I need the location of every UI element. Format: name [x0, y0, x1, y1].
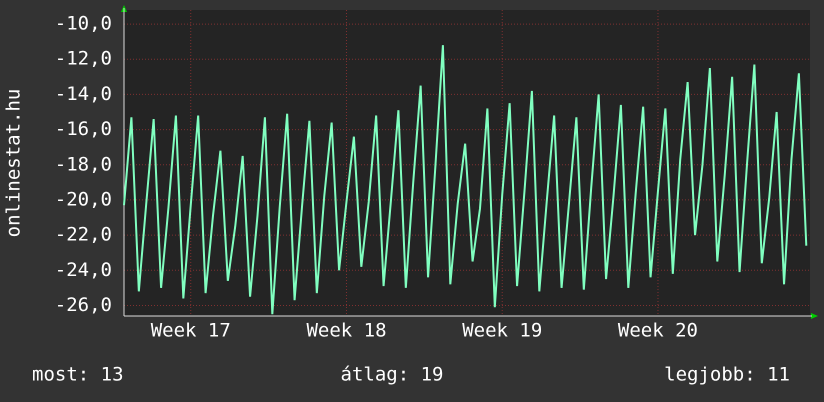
footer-current: most: 13 [32, 364, 124, 386]
y-tick-label: -22,0 [55, 224, 112, 246]
y-tick-label: -14,0 [55, 83, 112, 105]
x-axis-arrow [811, 313, 818, 319]
x-tick-label: Week 19 [462, 320, 542, 342]
footer-best: legjobb: 11 [664, 364, 790, 386]
data-line [123, 45, 808, 315]
y-tick-label: -12,0 [55, 48, 112, 70]
x-tick-label: Week 20 [618, 320, 698, 342]
y-axis-label: onlinestat.hu [3, 89, 25, 238]
x-tick-label: Week 17 [151, 320, 231, 342]
y-tick-label: -24,0 [55, 259, 112, 281]
y-tick-label: -20,0 [55, 188, 112, 210]
y-tick-label: -18,0 [55, 153, 112, 175]
y-tick-label: -26,0 [55, 294, 112, 316]
y-tick-label: -10,0 [55, 13, 112, 35]
x-tick-label: Week 18 [306, 320, 386, 342]
footer-average: átlag: 19 [341, 364, 444, 386]
y-tick-label: -16,0 [55, 118, 112, 140]
